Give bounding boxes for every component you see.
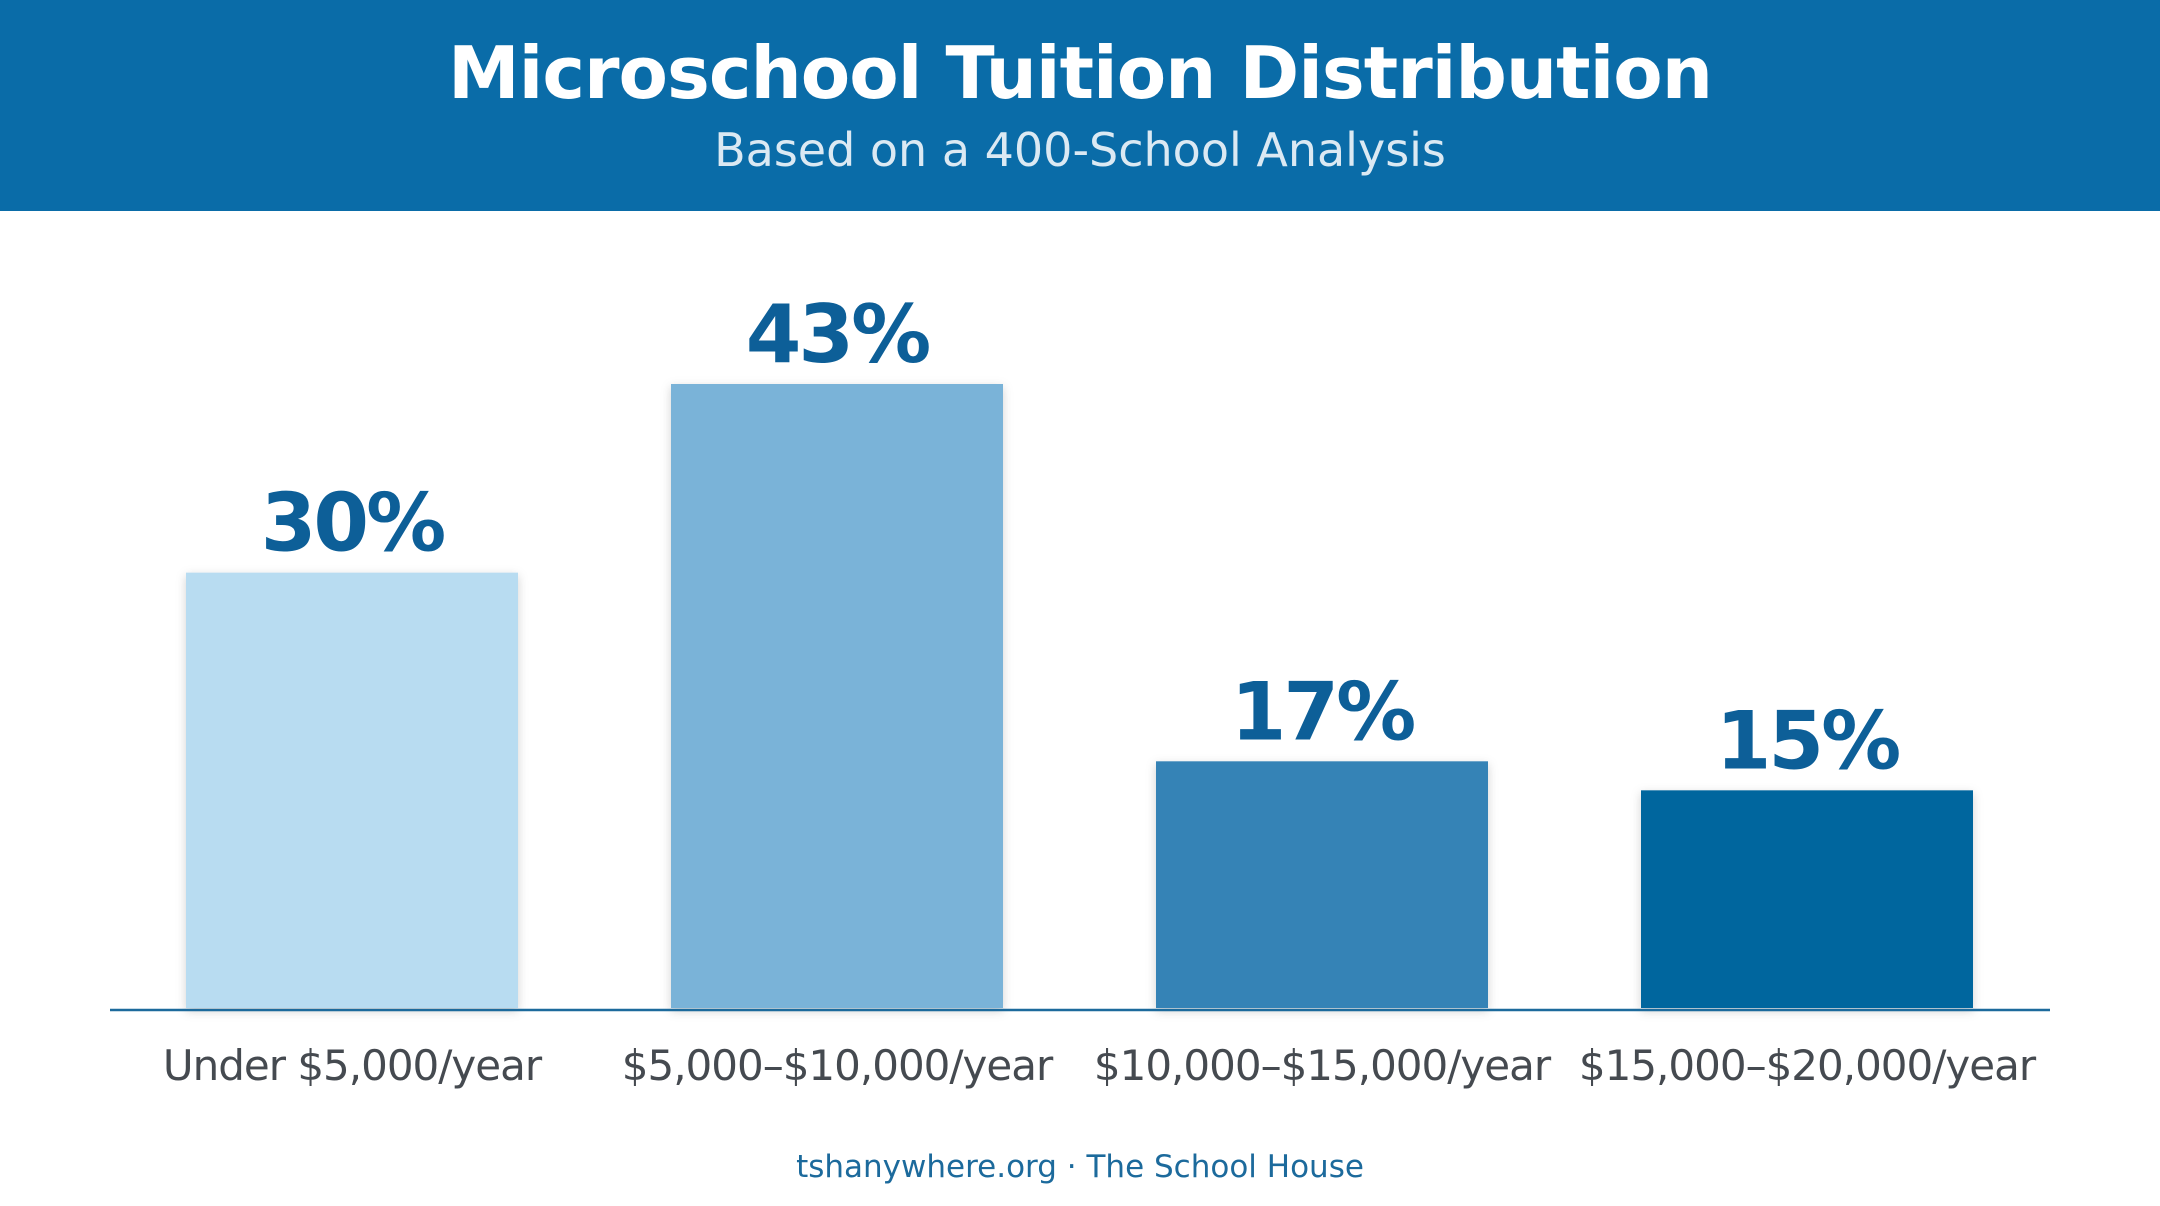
labels-group: 30% Under $5,000/year 43% $5,000–$10,000/ye… [163, 288, 2038, 1090]
value-label-4: 15% [1716, 694, 1899, 787]
header-banner: Microschool Tuition Distribution Based o… [0, 0, 2160, 211]
chart-subtitle: Based on a 400-School Analysis [714, 123, 1446, 177]
bar-4 [1641, 790, 1973, 1008]
bar-2 [671, 384, 1003, 1008]
value-label-2: 43% [746, 288, 929, 381]
value-label-3: 17% [1231, 665, 1414, 758]
category-label-2: $5,000–$10,000/year [622, 1041, 1054, 1090]
chart-title: Microschool Tuition Distribution [448, 31, 1713, 115]
category-label-4: $15,000–$20,000/year [1579, 1041, 2037, 1090]
category-label-3: $10,000–$15,000/year [1094, 1041, 1552, 1090]
category-label-1: Under $5,000/year [163, 1041, 543, 1090]
bars-group [186, 384, 1973, 1008]
bar-1 [186, 572, 518, 1008]
footer-source: tshanywhere.org · The School House [796, 1149, 1364, 1185]
value-label-1: 30% [261, 477, 444, 570]
bar-3 [1156, 761, 1488, 1008]
